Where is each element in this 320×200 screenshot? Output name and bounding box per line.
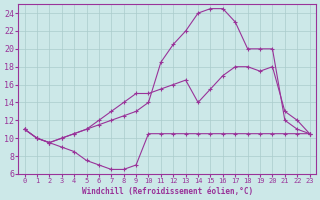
X-axis label: Windchill (Refroidissement éolien,°C): Windchill (Refroidissement éolien,°C) — [82, 187, 253, 196]
